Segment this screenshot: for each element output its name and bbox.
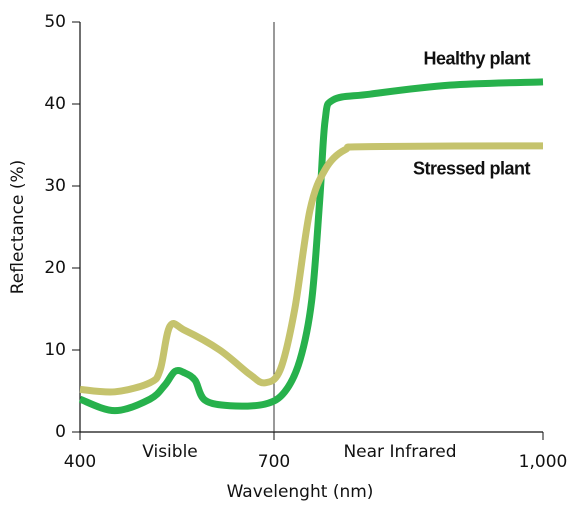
x-axis-label: Wavelenght (nm): [227, 482, 374, 502]
y-tick-label: 30: [44, 176, 66, 196]
annotation: Visible: [142, 442, 198, 462]
y-tick-label: 50: [44, 12, 66, 32]
y-tick-label: 0: [55, 422, 66, 442]
series-line: [79, 142, 544, 396]
legend-label: Healthy plant: [423, 49, 530, 69]
y-axis-label: Reflectance (%): [8, 160, 28, 295]
series-line: [78, 78, 544, 415]
y-tick-label: 20: [44, 258, 66, 278]
x-tick-label: 700: [258, 452, 290, 472]
annotation: Near Infrared: [343, 442, 456, 462]
y-tick-label: 10: [44, 340, 66, 360]
y-tick-label: 40: [44, 94, 66, 114]
legend-label: Stressed plant: [413, 159, 531, 179]
x-tick-label: 1,000: [519, 452, 568, 472]
x-tick-label: 400: [64, 452, 96, 472]
